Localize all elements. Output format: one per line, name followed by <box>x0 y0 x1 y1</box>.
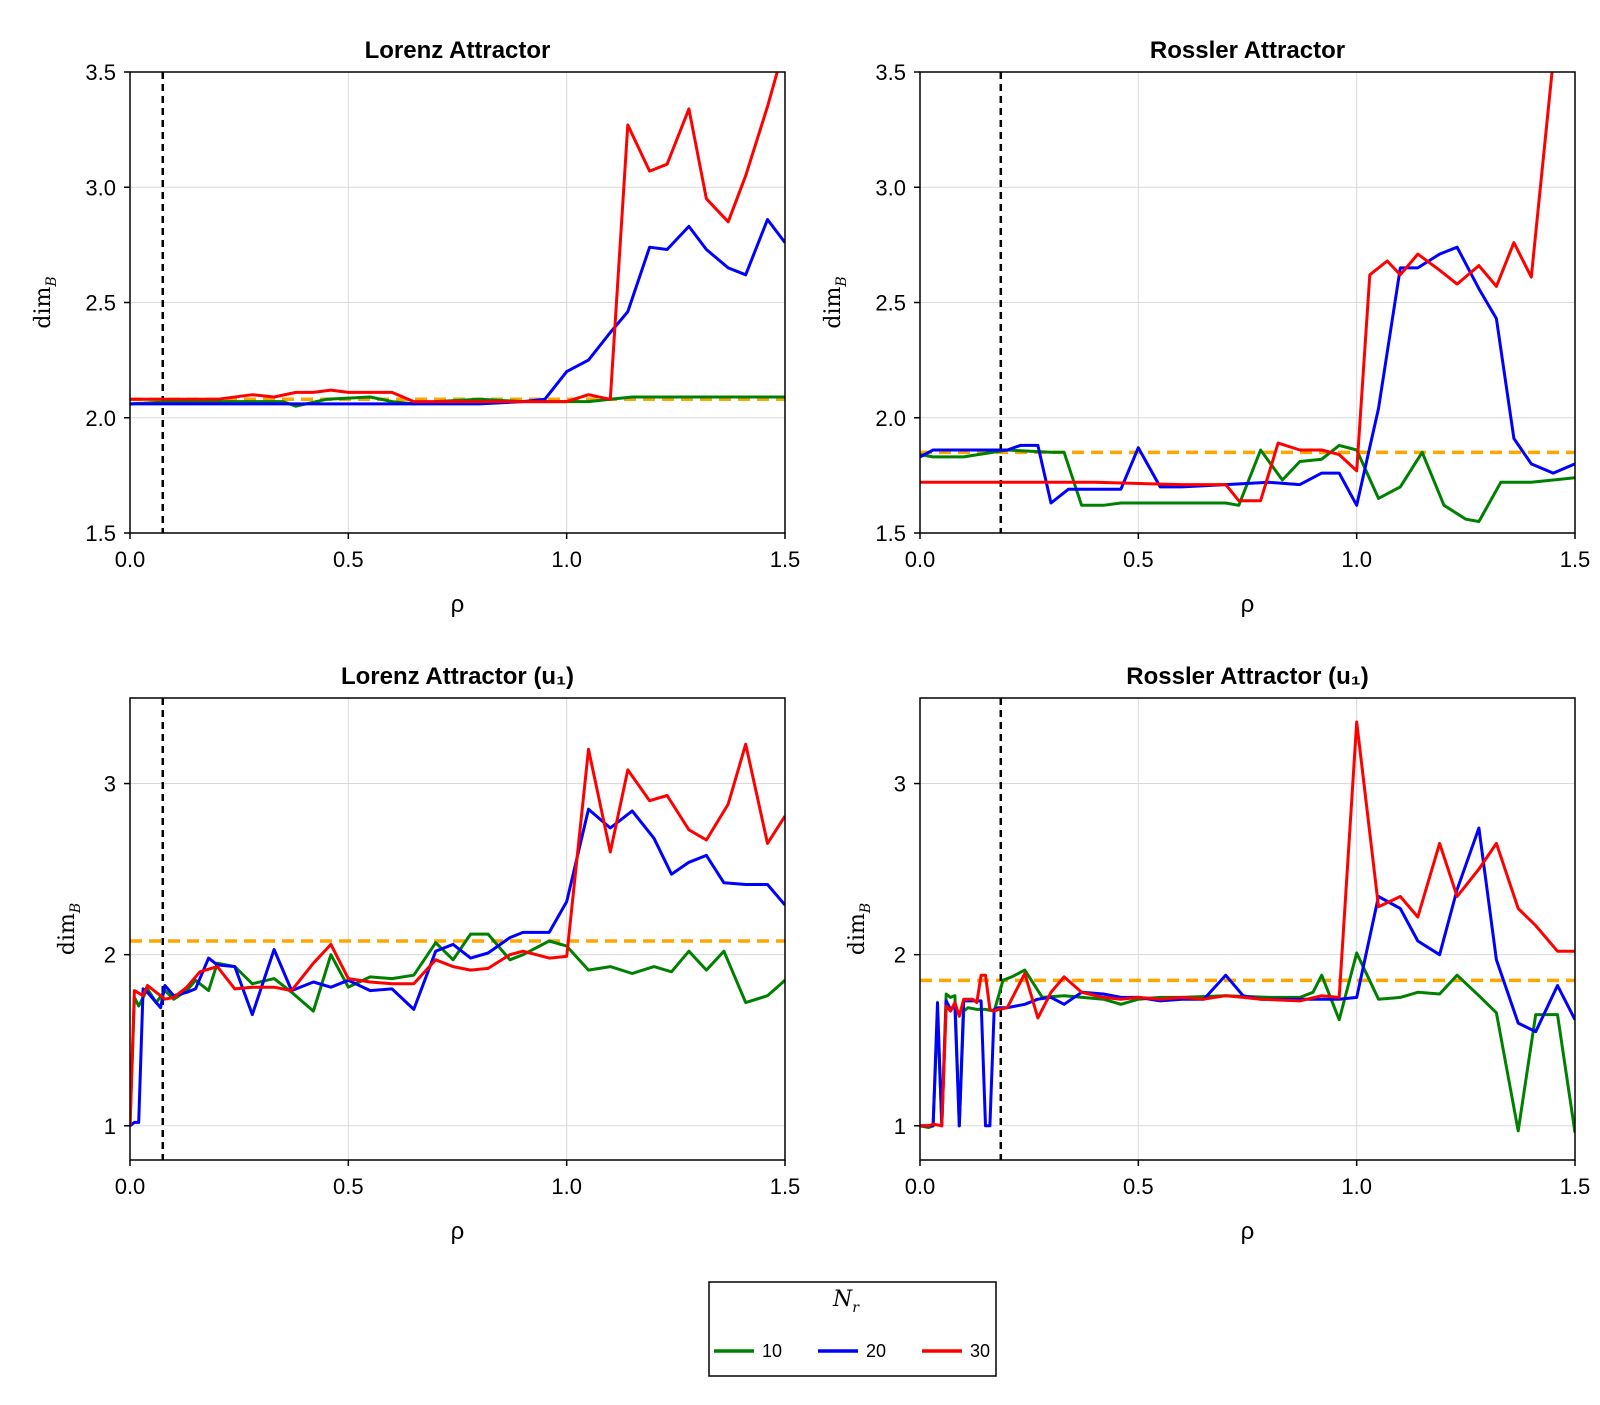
x-tick-label: 0.5 <box>333 547 364 572</box>
legend-label: 30 <box>970 1341 990 1361</box>
y-tick-label: 2.0 <box>85 406 116 431</box>
x-tick-label: 1.0 <box>551 547 582 572</box>
y-tick-label: 2 <box>894 943 906 968</box>
series-line-30 <box>130 742 785 1126</box>
chart-title: Rossler Attractor <box>1150 37 1345 64</box>
series-line-30 <box>920 72 1554 503</box>
series-line-20 <box>130 807 785 1127</box>
legend-box <box>708 1281 997 1377</box>
x-tick-label: 1.5 <box>1560 547 1591 572</box>
x-tick-label: 0.0 <box>115 1174 146 1199</box>
x-tick-label: 1.5 <box>770 1174 801 1199</box>
y-tick-label: 2.5 <box>875 291 906 316</box>
x-tick-label: 0.5 <box>333 1174 364 1199</box>
y-axis-label-main: dim <box>821 287 846 329</box>
y-axis-label: dimB <box>845 903 874 955</box>
y-axis-label: dimB <box>31 276 60 328</box>
x-tick-label: 0.5 <box>1123 1174 1154 1199</box>
x-tick-label: 0.0 <box>905 547 936 572</box>
series-line-20 <box>920 826 1575 1128</box>
chart-title: Lorenz Attractor (u₁) <box>341 663 574 690</box>
legend-entry-10: 10 <box>714 1341 782 1361</box>
y-tick-label: 3.5 <box>85 60 116 85</box>
x-tick-label: 1.5 <box>1560 1174 1591 1199</box>
legend-entry-20: 20 <box>818 1341 886 1361</box>
y-axis-label-sub: B <box>68 903 84 914</box>
plot-frame <box>129 697 786 1161</box>
y-axis-label-sub: B <box>858 903 874 914</box>
y-tick-label: 2 <box>104 943 116 968</box>
series-line-30 <box>130 72 779 404</box>
plot-area <box>130 698 785 1160</box>
x-tick-label: 1.5 <box>770 547 801 572</box>
x-axis-label: ρ <box>1241 1218 1255 1245</box>
y-axis-label-main: dim <box>55 913 80 955</box>
series-line-10 <box>130 932 785 1126</box>
plot-area <box>920 72 1575 533</box>
x-tick-label: 1.0 <box>1341 1174 1372 1199</box>
y-axis-label: dimB <box>821 276 850 328</box>
chart-panel-1: 0.0 0.5 1.0 1.5 1.5 2.0 2.5 3.0 3.5 Lorenz Attrac… <box>31 37 800 618</box>
y-tick-label: 3 <box>894 772 906 797</box>
y-axis-label: dimB <box>55 903 84 955</box>
legend-title: Nr <box>832 1287 860 1316</box>
chart-panel-2: 0.0 0.5 1.0 1.5 1.5 2.0 2.5 3.0 3.5 Rossler Attra… <box>821 37 1590 618</box>
y-axis-label-main: dim <box>845 913 870 955</box>
x-tick-label: 0.5 <box>1123 547 1154 572</box>
y-tick-label: 2.5 <box>85 291 116 316</box>
x-tick-label: 0.0 <box>905 1174 936 1199</box>
y-tick-label: 1.5 <box>875 521 906 546</box>
x-tick-label: 1.0 <box>551 1174 582 1199</box>
chart-title: Rossler Attractor (u₁) <box>1126 663 1368 690</box>
x-axis-label: ρ <box>451 1218 465 1245</box>
x-tick-label: 1.0 <box>1341 547 1372 572</box>
y-axis-label-sub: B <box>44 276 60 287</box>
y-tick-label: 1 <box>894 1114 906 1139</box>
series-line-30 <box>920 720 1575 1128</box>
x-axis-label: ρ <box>1241 591 1255 618</box>
y-tick-label: 1.5 <box>85 521 116 546</box>
chart-panel-3: 0.0 0.5 1.0 1.5 1 2 3 Lorenz Attractor (u₁) ρ dim… <box>55 663 800 1245</box>
y-tick-label: 3.0 <box>875 175 906 200</box>
legend: Nr 10 20 30 <box>708 1281 997 1377</box>
legend-entry-30: 30 <box>922 1341 990 1361</box>
series-line-20 <box>920 245 1575 507</box>
chart-panel-4: 0.0 0.5 1.0 1.5 1 2 3 Rossler Attractor (u₁) ρ di… <box>845 663 1590 1245</box>
y-tick-label: 3.0 <box>85 175 116 200</box>
x-axis-label: ρ <box>451 591 465 618</box>
chart-title: Lorenz Attractor <box>365 37 551 64</box>
series-line-10 <box>920 951 1575 1133</box>
x-tick-label: 0.0 <box>115 547 146 572</box>
legend-label: 20 <box>866 1341 886 1361</box>
plot-frame <box>919 697 1576 1161</box>
plot-area <box>130 72 785 533</box>
y-axis-label-sub: B <box>834 276 850 287</box>
y-tick-label: 3.5 <box>875 60 906 85</box>
legend-label: 10 <box>762 1341 782 1361</box>
plot-area <box>920 698 1575 1160</box>
series-line-20 <box>130 218 785 406</box>
y-axis-label-main: dim <box>31 287 56 329</box>
y-tick-label: 2.0 <box>875 406 906 431</box>
y-tick-label: 3 <box>104 772 116 797</box>
y-tick-label: 1 <box>104 1114 116 1139</box>
